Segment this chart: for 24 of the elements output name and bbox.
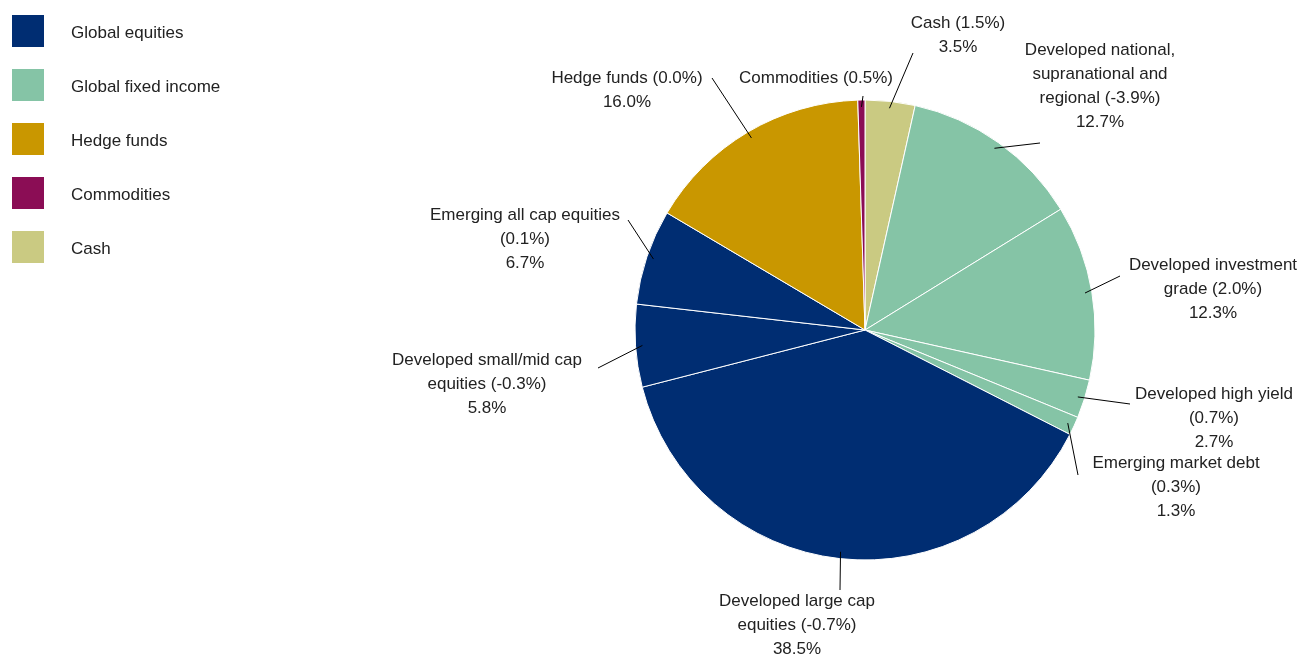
- text: Commodities: [71, 185, 171, 204]
- text: Global equities: [71, 23, 184, 42]
- data-label: 5.8%: [467, 398, 507, 417]
- text: Global fixed income: [71, 77, 221, 96]
- data-label: 1.3%: [1156, 501, 1196, 520]
- data-label: 3.5%: [938, 37, 978, 56]
- data-label: 6.7%: [505, 253, 545, 272]
- slice-label: Emerging all cap equities (0.1%): [430, 205, 620, 248]
- slice-label: Hedge funds (0.0%): [551, 68, 703, 87]
- data-label: 12.7%: [1075, 112, 1125, 131]
- data-label: 16.0%: [602, 92, 652, 111]
- slice-label: Developed high yield (0.7%): [1135, 384, 1293, 427]
- slice-label: Developed large cap equities (-0.7%): [719, 591, 875, 634]
- slice-label: Cash (1.5%): [910, 13, 1006, 32]
- text: Hedge funds: [71, 131, 168, 150]
- data-label: 12.3%: [1188, 303, 1238, 322]
- text: Cash: [71, 239, 111, 258]
- data-label: 2.7%: [1194, 432, 1234, 451]
- slice-label: Emerging market debt (0.3%): [1092, 453, 1260, 496]
- data-label: 38.5%: [772, 639, 822, 658]
- slice-label: Commodities (0.5%): [739, 68, 893, 87]
- slice-label: Developed investment grade (2.0%): [1128, 255, 1298, 298]
- slice-label: Developed national, supranational and regional (-3.9%): [1024, 40, 1176, 107]
- slice-label: Developed small/mid cap equities (-0.3%): [392, 350, 582, 393]
